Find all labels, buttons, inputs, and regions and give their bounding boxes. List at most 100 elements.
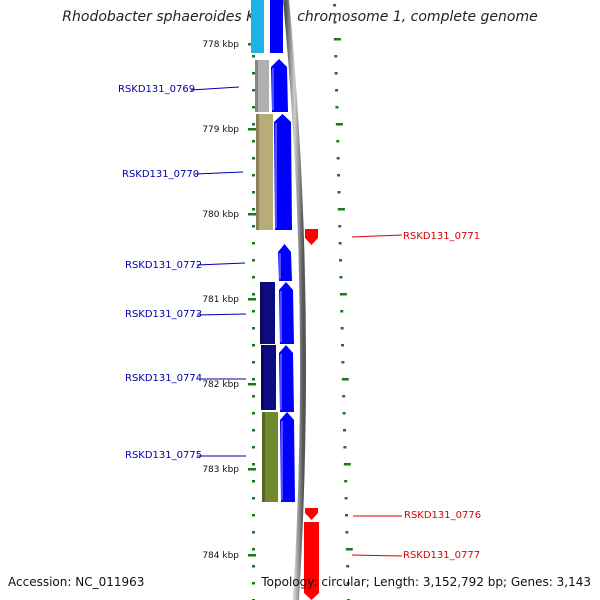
gene-bar-shade [260, 282, 263, 344]
minor-tick-outer [333, 21, 337, 24]
gene-arrow [305, 229, 318, 245]
topology-text: Topology: circular; Length: 3,152,792 bp… [261, 575, 591, 589]
gene-label: RSKD131_0773 [125, 309, 202, 320]
gene-bar [260, 282, 275, 344]
minor-tick-outer [340, 310, 344, 313]
kbp-tick-label: 782 kbp [202, 380, 239, 390]
kbp-tick-label: 781 kbp [202, 295, 239, 305]
tick-marks: 778 kbp 779 kbp 780 kbp 781 kbp 782 kbp 783 k… [202, 4, 353, 600]
gene-label: RSKD131_0769 [118, 84, 195, 95]
gene-label: RSKD131_0777 [403, 550, 480, 561]
gene-bar [256, 114, 273, 230]
gene-label: RSKD131_0776 [404, 510, 481, 521]
kbp-tick-label: 784 kbp [202, 551, 239, 561]
minor-tick-inner [252, 310, 255, 313]
kbp-tick-label: 783 kbp [202, 465, 239, 475]
minor-tick-inner [252, 276, 255, 279]
gene-label-leader [194, 171, 244, 175]
minor-tick-inner [252, 548, 255, 551]
kbp-major-tick [248, 554, 256, 557]
gene-bar-shade [261, 345, 264, 410]
minor-tick-outer [336, 140, 340, 143]
gene-label-leader [351, 554, 403, 557]
kbp-major-tick [248, 468, 256, 471]
kbp-major-tick [248, 383, 256, 386]
minor-tick-outer [337, 174, 341, 177]
minor-tick-outer [341, 361, 345, 364]
minor-tick-outer [345, 531, 349, 534]
gene-bar [261, 345, 276, 410]
minor-tick-inner [252, 106, 255, 109]
minor-tick-outer [337, 191, 341, 194]
minor-tick-inner [252, 140, 255, 143]
gene-label-leader [196, 313, 247, 316]
minor-tick-inner [252, 378, 255, 381]
kbp-tick-label: 780 kbp [202, 210, 239, 220]
minor-tick-inner [252, 395, 255, 398]
minor-tick-outer [343, 446, 347, 449]
minor-tick-inner [252, 514, 255, 517]
minor-tick-inner [252, 208, 255, 211]
minor-tick-outer [345, 548, 353, 551]
gene-arrow [305, 508, 318, 520]
minor-tick-inner [252, 344, 255, 347]
gene-label-leader [190, 86, 240, 91]
minor-tick-outer [334, 55, 338, 58]
gene-label-leader [351, 234, 403, 238]
minor-tick-inner [252, 531, 255, 534]
minor-tick-outer [344, 497, 348, 500]
minor-tick-inner [252, 582, 255, 585]
minor-tick-outer [334, 72, 338, 75]
minor-tick-outer [338, 242, 342, 245]
minor-tick-inner [252, 429, 255, 432]
minor-tick-inner [252, 446, 255, 449]
minor-tick-inner [252, 55, 255, 58]
minor-tick-inner [252, 497, 255, 500]
minor-tick-inner [252, 157, 255, 160]
kbp-major-tick [248, 213, 256, 216]
gene-label: RSKD131_0770 [122, 169, 199, 180]
minor-tick-outer [336, 157, 340, 160]
minor-tick-outer [343, 429, 347, 432]
minor-tick-outer [335, 89, 339, 92]
minor-tick-outer [333, 4, 337, 7]
gene-bar [262, 412, 278, 502]
minor-tick-inner [252, 327, 255, 330]
gene-arrow [279, 282, 294, 344]
minor-tick-outer [335, 123, 343, 126]
gene-arrow [278, 244, 292, 281]
minor-tick-inner [252, 242, 255, 245]
minor-tick-outer [342, 395, 346, 398]
gene-label: RSKD131_0774 [125, 373, 202, 384]
minor-tick-outer [346, 565, 350, 568]
minor-tick-outer [335, 106, 339, 109]
minor-tick-outer [344, 514, 348, 517]
minor-tick-inner [252, 480, 255, 483]
minor-tick-inner [252, 174, 255, 177]
minor-tick-outer [343, 463, 351, 466]
minor-tick-inner [252, 89, 255, 92]
minor-tick-outer [337, 208, 345, 211]
gene-arrow [304, 522, 319, 600]
kbp-tick-label: 778 kbp [202, 40, 239, 50]
minor-tick-inner [252, 259, 255, 262]
gene-bar-shade [255, 60, 258, 112]
minor-tick-outer [339, 259, 343, 262]
gene-label: RSKD131_0775 [125, 450, 202, 461]
gene-arrow [280, 412, 295, 502]
minor-tick-outer [341, 344, 345, 347]
gene-arrow-partial-top [270, 0, 283, 53]
kbp-tick-label: 779 kbp [202, 125, 239, 135]
minor-tick-outer [339, 276, 343, 279]
kbp-major-tick [248, 128, 256, 131]
minor-tick-inner [252, 123, 255, 126]
minor-tick-outer [342, 412, 346, 415]
minor-tick-inner [252, 565, 255, 568]
gene-arrow [271, 59, 288, 112]
gene-gap [264, 0, 270, 53]
minor-tick-inner [252, 293, 255, 296]
kbp-major-tick [248, 298, 256, 301]
minor-tick-outer [333, 38, 341, 41]
gene-label: RSKD131_0771 [403, 231, 480, 242]
